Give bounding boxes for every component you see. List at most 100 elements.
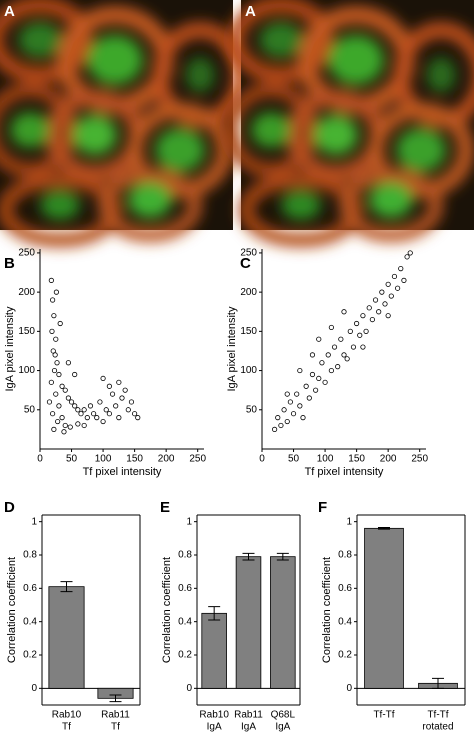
point xyxy=(316,375,322,382)
point xyxy=(132,411,138,417)
point xyxy=(91,411,97,417)
point xyxy=(106,411,112,417)
point xyxy=(65,395,71,401)
x-tick-label: 250 xyxy=(411,454,428,465)
point xyxy=(46,399,53,405)
y-tick-label: 0.8 xyxy=(338,550,352,561)
point xyxy=(75,407,81,413)
point xyxy=(331,344,338,350)
x-tick-label: Tf-Tf xyxy=(373,710,394,721)
error-bar xyxy=(432,677,444,689)
x-tick-label: rotated xyxy=(422,722,453,732)
point xyxy=(116,415,122,421)
y-tick-label: 0.4 xyxy=(178,616,192,627)
point xyxy=(50,297,56,303)
x-tick-label: Q68L xyxy=(271,710,296,721)
point xyxy=(55,418,61,425)
point xyxy=(379,289,385,295)
y-tick-label: 0.8 xyxy=(23,550,37,561)
point xyxy=(328,367,334,374)
panel-label: A xyxy=(4,3,15,20)
x-tick-label: Rab11 xyxy=(234,710,263,721)
error-bar xyxy=(276,552,289,561)
point xyxy=(62,387,68,393)
x-tick-label: IgA xyxy=(207,722,222,732)
point xyxy=(290,411,297,417)
error-bar xyxy=(242,552,255,561)
point xyxy=(297,403,303,409)
point xyxy=(54,360,60,366)
point xyxy=(354,320,360,327)
point xyxy=(300,415,306,421)
point xyxy=(275,415,281,421)
point xyxy=(65,360,71,366)
point xyxy=(106,383,112,389)
y-tick-label: 50 xyxy=(24,404,36,415)
x-tick-label: Rab11 xyxy=(101,710,130,721)
point xyxy=(395,285,401,291)
point xyxy=(303,383,309,389)
y-tick-label: 50 xyxy=(246,404,258,415)
x-tick-label: IgA xyxy=(241,722,256,732)
x-tick-label: 100 xyxy=(95,454,112,465)
point xyxy=(322,379,328,385)
y-tick-label: 0.4 xyxy=(23,616,37,627)
y-tick-label: 200 xyxy=(18,287,35,298)
point xyxy=(360,313,366,319)
error-bar xyxy=(208,606,221,621)
point xyxy=(81,422,87,429)
y-tick-label: 250 xyxy=(240,248,257,259)
point xyxy=(94,415,100,421)
point xyxy=(72,403,78,409)
point xyxy=(369,316,375,323)
point xyxy=(87,403,94,409)
point xyxy=(51,426,57,432)
point xyxy=(135,415,141,421)
x-tick-label: 100 xyxy=(317,454,334,465)
point xyxy=(281,407,287,413)
point xyxy=(284,391,290,397)
x-tick-label: 0 xyxy=(37,454,43,465)
y-tick-label: 0.4 xyxy=(338,616,352,627)
point xyxy=(56,403,62,409)
point xyxy=(391,273,398,280)
y-tick-label: 1 xyxy=(346,516,352,527)
point xyxy=(116,379,122,385)
micrograph xyxy=(231,0,474,240)
x-axis-title: Tf pixel intensity xyxy=(305,466,384,478)
point xyxy=(325,352,331,358)
point xyxy=(376,309,382,315)
error-bar xyxy=(60,581,73,593)
point xyxy=(316,336,322,342)
y-axis-title: Correlation coefficient xyxy=(6,557,18,663)
x-tick-label: 150 xyxy=(126,454,143,465)
point xyxy=(84,415,90,421)
point xyxy=(335,364,341,370)
point xyxy=(294,391,300,397)
point xyxy=(50,411,56,417)
y-tick-label: 0.8 xyxy=(178,550,192,561)
y-tick-label: 0.2 xyxy=(23,650,37,661)
point xyxy=(328,324,334,331)
point xyxy=(401,277,407,283)
x-tick-label: 250 xyxy=(189,454,206,465)
x-tick-label: 200 xyxy=(158,454,175,465)
y-tick-label: 1 xyxy=(186,516,192,527)
point xyxy=(49,328,55,334)
y-tick-label: 150 xyxy=(18,326,35,337)
y-tick-label: 0.6 xyxy=(338,583,352,594)
y-tick-label: 0.2 xyxy=(338,650,352,661)
x-tick-label: Rab10 xyxy=(52,710,82,721)
y-axis-title: Correlation coefficient xyxy=(321,557,333,663)
y-tick-label: 250 xyxy=(18,248,35,259)
x-tick-label: 0 xyxy=(259,454,265,465)
point xyxy=(278,422,284,429)
bar xyxy=(235,556,262,689)
point xyxy=(119,395,125,401)
point xyxy=(122,387,128,393)
point xyxy=(97,399,103,405)
point xyxy=(51,313,57,319)
panel-label: C xyxy=(240,255,251,272)
x-tick-label: Tf xyxy=(111,722,120,732)
point xyxy=(78,411,84,417)
